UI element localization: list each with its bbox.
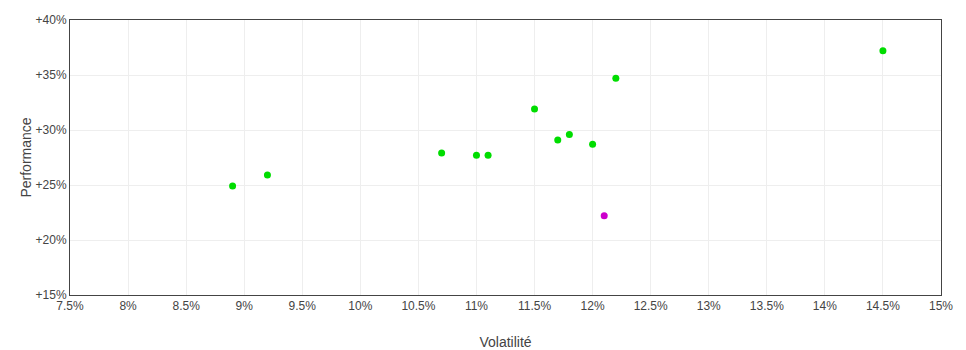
- svg-text:8.5%: 8.5%: [172, 299, 200, 313]
- svg-text:9.5%: 9.5%: [289, 299, 317, 313]
- svg-text:15%: 15%: [929, 299, 953, 313]
- svg-text:12%: 12%: [581, 299, 605, 313]
- svg-text:Performance: Performance: [18, 117, 34, 197]
- svg-text:+20%: +20%: [36, 233, 67, 247]
- svg-text:+40%: +40%: [36, 13, 67, 27]
- svg-text:10%: 10%: [348, 299, 372, 313]
- svg-text:13.5%: 13.5%: [750, 299, 784, 313]
- svg-text:7.5%: 7.5%: [56, 299, 84, 313]
- svg-text:14%: 14%: [813, 299, 837, 313]
- svg-text:+25%: +25%: [36, 178, 67, 192]
- svg-text:+35%: +35%: [36, 68, 67, 82]
- svg-text:11%: 11%: [465, 299, 488, 313]
- svg-text:+30%: +30%: [36, 123, 67, 137]
- svg-text:11.5%: 11.5%: [518, 299, 551, 313]
- svg-text:10.5%: 10.5%: [401, 299, 435, 313]
- svg-text:8%: 8%: [119, 299, 137, 313]
- svg-text:13%: 13%: [697, 299, 721, 313]
- svg-text:Volatilité: Volatilité: [479, 334, 531, 350]
- svg-text:9%: 9%: [236, 299, 254, 313]
- svg-text:+15%: +15%: [36, 288, 67, 302]
- svg-text:14.5%: 14.5%: [866, 299, 900, 313]
- svg-text:12.5%: 12.5%: [634, 299, 668, 313]
